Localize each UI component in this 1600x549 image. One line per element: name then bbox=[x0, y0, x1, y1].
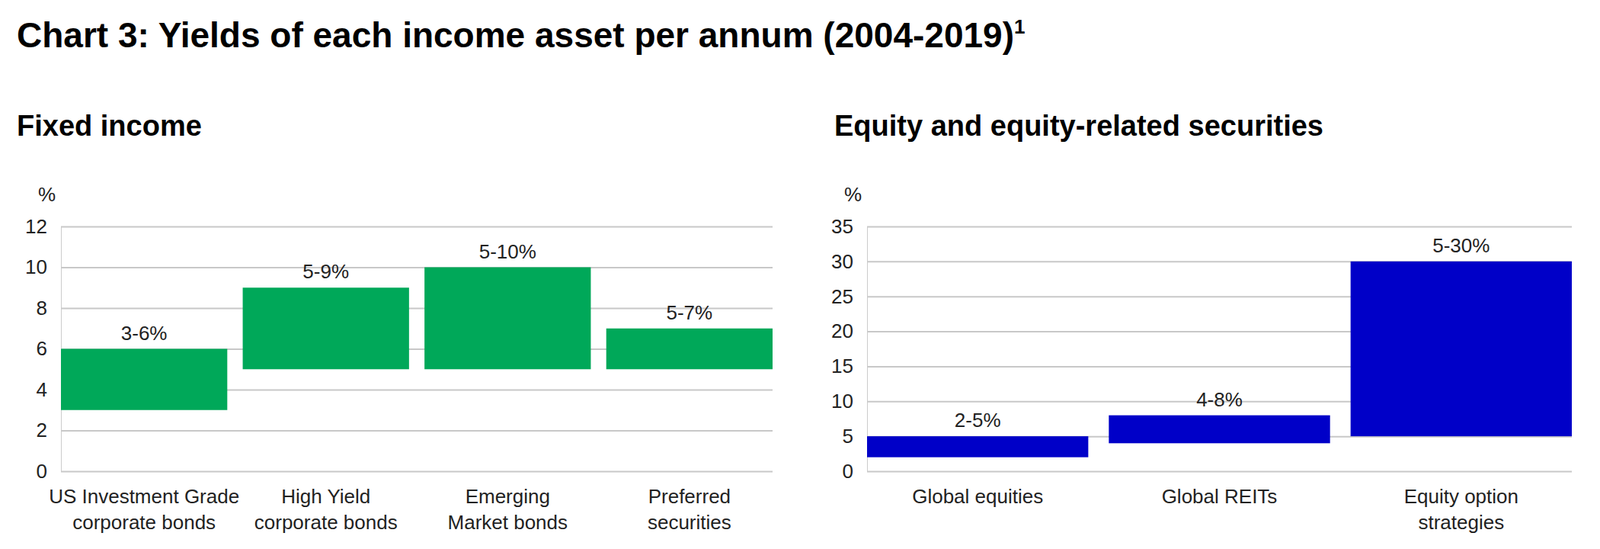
grid-line bbox=[867, 226, 1572, 228]
y-tick: 12 bbox=[25, 214, 773, 238]
y-axis: 0 5 10 15 20 25 30 35 bbox=[831, 214, 1572, 483]
bar bbox=[1350, 261, 1572, 436]
x-tick-label: Global equities bbox=[912, 484, 1044, 508]
data-label: 5-7% bbox=[666, 300, 714, 324]
y-tick-label: 0 bbox=[36, 459, 48, 483]
y-tick-label: 15 bbox=[831, 354, 854, 378]
y-tick-label: 6 bbox=[36, 336, 48, 360]
y-tick-label: 2 bbox=[36, 418, 48, 442]
y-tick: 2 bbox=[36, 418, 773, 442]
x-tick: Preferredsecurities bbox=[647, 484, 732, 534]
y-tick-label: 0 bbox=[842, 459, 854, 483]
y-tick-label: 12 bbox=[25, 214, 48, 238]
chart-1: Equity and equity-related securities% 0 5 1… bbox=[831, 109, 1572, 534]
y-axis-line bbox=[867, 227, 1573, 472]
x-tick: High Yieldcorporate bonds bbox=[254, 484, 398, 534]
chart-title: Equity and equity-related securities bbox=[834, 109, 1324, 142]
x-tick: EmergingMarket bonds bbox=[448, 484, 569, 534]
x-tick-label-line: Equity option bbox=[1404, 484, 1519, 508]
x-tick: US Investment Gradecorporate bonds bbox=[48, 484, 240, 534]
y-tick-label: 10 bbox=[831, 389, 854, 413]
y-tick-label: 25 bbox=[831, 284, 854, 308]
x-tick-label-line: Global REITs bbox=[1161, 484, 1278, 508]
x-tick-label: Preferredsecurities bbox=[647, 484, 732, 534]
data-label: 5-9% bbox=[302, 259, 349, 283]
x-tick-label-line: Global equities bbox=[912, 484, 1044, 508]
x-tick-label-line: Market bonds bbox=[448, 510, 569, 534]
bar bbox=[867, 435, 1088, 458]
x-tick-label-line: corporate bonds bbox=[72, 510, 216, 534]
x-axis: US Investment Gradecorporate bondsHigh Y… bbox=[48, 484, 732, 534]
y-tick-label: 8 bbox=[36, 296, 48, 320]
bars bbox=[60, 267, 773, 410]
x-tick-label-line: US Investment Grade bbox=[48, 484, 240, 508]
x-tick: Global equities bbox=[912, 484, 1044, 508]
data-label: 4-8% bbox=[1196, 387, 1243, 411]
x-tick-label: Global REITs bbox=[1161, 484, 1278, 508]
bar bbox=[1108, 415, 1330, 444]
x-tick: Global REITs bbox=[1161, 484, 1278, 508]
y-tick: 0 bbox=[842, 459, 1572, 483]
x-tick-label: High Yieldcorporate bonds bbox=[254, 484, 398, 534]
bar bbox=[243, 287, 410, 369]
data-labels: 3-6% 5-9% 5-10% 5-7% bbox=[121, 240, 713, 345]
bar bbox=[424, 267, 591, 370]
grid-line bbox=[867, 470, 1572, 473]
y-tick-label: 20 bbox=[831, 319, 854, 343]
chart-root: Chart 3: Yields of each income asset per… bbox=[0, 0, 1600, 549]
data-label: 5-10% bbox=[479, 240, 537, 263]
chart-title: Fixed income bbox=[16, 109, 202, 142]
y-axis: 0 2 4 6 8 10 12 bbox=[25, 214, 773, 483]
x-tick: Equity optionstrategies bbox=[1404, 484, 1519, 534]
main-title: Chart 3: Yields of each income asset per… bbox=[16, 15, 1025, 55]
title-footnote: 1 bbox=[1014, 15, 1025, 39]
main-title-text: Chart 3: Yields of each income asset per… bbox=[16, 15, 1015, 55]
data-label: 3-6% bbox=[121, 321, 168, 345]
x-tick-label-line: Preferred bbox=[648, 484, 731, 508]
y-tick-label: 10 bbox=[25, 255, 48, 279]
grid-line bbox=[60, 470, 773, 473]
x-axis: Global equities Global REITs Equity option… bbox=[912, 484, 1519, 534]
x-tick-label: US Investment Gradecorporate bonds bbox=[48, 484, 240, 534]
y-tick-label: 4 bbox=[36, 377, 48, 401]
y-tick: 10 bbox=[25, 255, 773, 279]
grid-line bbox=[60, 429, 773, 432]
y-tick-label: 30 bbox=[831, 249, 854, 273]
y-axis-label: % bbox=[38, 182, 56, 206]
data-label: 5-30% bbox=[1432, 233, 1490, 257]
y-tick-label: 35 bbox=[831, 214, 854, 238]
x-tick-label-line: High Yield bbox=[281, 484, 371, 508]
data-labels: 2-5% 4-8% 5-30% bbox=[954, 233, 1491, 432]
chart-0: Fixed income% 0 2 4 6 8 10 12 US Investment Grad… bbox=[16, 109, 773, 534]
y-axis-label: % bbox=[844, 182, 862, 206]
grid-line bbox=[60, 226, 773, 228]
x-tick-label-line: strategies bbox=[1417, 510, 1504, 534]
grid-line bbox=[60, 266, 773, 269]
y-axis-line bbox=[61, 227, 774, 472]
y-tick: 0 bbox=[36, 459, 773, 483]
data-label: 2-5% bbox=[954, 408, 1002, 432]
y-tick-label: 5 bbox=[842, 424, 854, 448]
x-tick-label-line: Emerging bbox=[465, 484, 551, 508]
x-tick-label: Equity optionstrategies bbox=[1404, 484, 1519, 534]
bar bbox=[606, 328, 773, 370]
x-tick-label-line: securities bbox=[647, 510, 732, 534]
x-tick-label-line: corporate bonds bbox=[254, 510, 398, 534]
bar bbox=[60, 348, 228, 410]
x-tick-label: EmergingMarket bonds bbox=[448, 484, 569, 534]
bars bbox=[867, 261, 1572, 458]
